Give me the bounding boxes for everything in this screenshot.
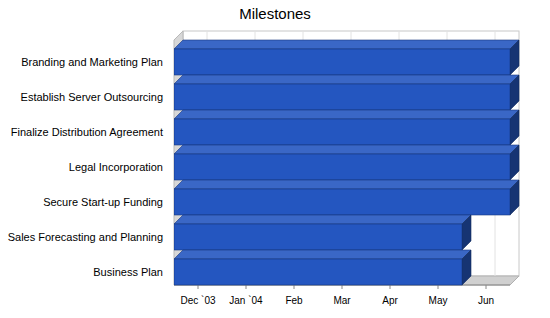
tick-mark [342, 285, 343, 289]
bar [174, 215, 471, 250]
tick-mark [294, 285, 295, 289]
tick-label: Mar [333, 295, 351, 306]
bar [174, 250, 471, 285]
tick-label: Jan `04 [229, 295, 263, 306]
category-label: Secure Start-up Funding [43, 196, 163, 208]
tick-mark [486, 285, 487, 289]
category-label: Business Plan [93, 266, 163, 278]
tick-label: Dec `03 [180, 295, 215, 306]
bar-top [174, 75, 519, 84]
chart-svg: Milestones Dec `03 Jan `04 Feb Mar Apr May Jun B… [0, 0, 550, 318]
bar-front [174, 154, 510, 180]
bar-top [174, 180, 519, 189]
tick-mark [438, 285, 439, 289]
bars [174, 40, 519, 285]
bar-front [174, 189, 510, 215]
bar [174, 145, 519, 180]
tick-mark [246, 285, 247, 289]
chart-root: Milestones Dec `03 Jan `04 Feb Mar Apr May Jun B… [0, 0, 550, 318]
bar-side [510, 180, 519, 215]
bar [174, 110, 519, 145]
bar-side [462, 215, 471, 250]
bar [174, 75, 519, 110]
bar-side [510, 110, 519, 145]
bar [174, 180, 519, 215]
bar-side [462, 250, 471, 285]
bar-side [510, 145, 519, 180]
tick-label: Apr [382, 295, 398, 306]
tick-mark [390, 285, 391, 289]
bar-front [174, 259, 462, 285]
bar-top [174, 215, 471, 224]
tick-label: May [429, 295, 448, 306]
bar-top [174, 250, 471, 259]
tick-mark [198, 285, 199, 289]
bar-side [510, 40, 519, 75]
bar-top [174, 110, 519, 119]
bar-front [174, 224, 462, 250]
bar-front [174, 119, 510, 145]
bar-top [174, 40, 519, 49]
category-label: Sales Forecasting and Planning [8, 231, 163, 243]
bar-top [174, 145, 519, 154]
title: Milestones [239, 5, 311, 22]
bar [174, 40, 519, 75]
bar-front [174, 84, 510, 110]
tick-label: Jun [478, 295, 494, 306]
category-label: Legal Incorporation [69, 161, 163, 173]
tick-label: Feb [285, 295, 303, 306]
bar-side [510, 75, 519, 110]
category-label: Finalize Distribution Agreement [11, 126, 163, 138]
bar-front [174, 49, 510, 75]
category-label: Branding and Marketing Plan [21, 56, 163, 68]
category-label: Establish Server Outsourcing [21, 91, 163, 103]
